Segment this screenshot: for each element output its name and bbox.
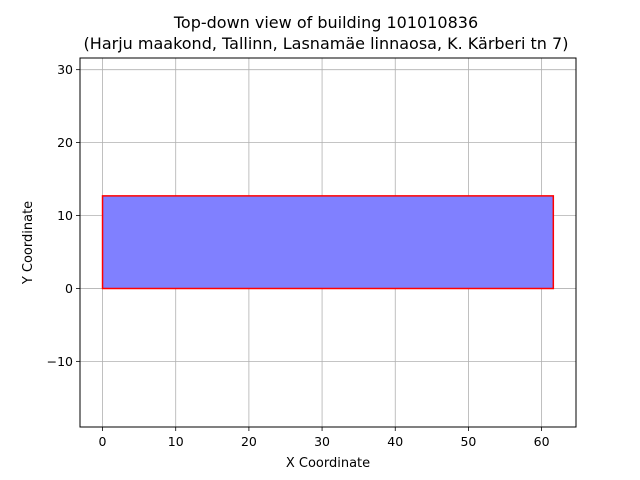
y-tick-label: 10 xyxy=(57,208,73,223)
x-tick-label: 60 xyxy=(534,434,550,449)
y-axis-label: Y Coordinate xyxy=(21,201,36,285)
y-tick-label: −10 xyxy=(47,354,73,369)
x-tick-label: 20 xyxy=(241,434,257,449)
y-tick-label: 30 xyxy=(57,62,73,77)
x-tick-label: 10 xyxy=(168,434,184,449)
building-footprint-polygon xyxy=(101,195,555,290)
x-tick-label: 30 xyxy=(314,434,330,449)
x-axis-label: X Coordinate xyxy=(286,456,370,471)
chart-title: Top-down view of building 101010836 xyxy=(173,13,478,32)
x-tick-label: 40 xyxy=(387,434,403,449)
axes-frame xyxy=(79,57,577,428)
y-tick-label: 0 xyxy=(65,281,73,296)
chart-subtitle: (Harju maakond, Tallinn, Lasnamäe linnao… xyxy=(84,34,569,53)
x-tick-label: 0 xyxy=(99,434,107,449)
plot-data xyxy=(101,195,555,290)
y-tick-label: 20 xyxy=(57,135,73,150)
x-tick-label: 50 xyxy=(460,434,476,449)
axis-ticks: 0 10 20 30 40 50 60 −10 0 10 20 30 xyxy=(47,62,550,449)
